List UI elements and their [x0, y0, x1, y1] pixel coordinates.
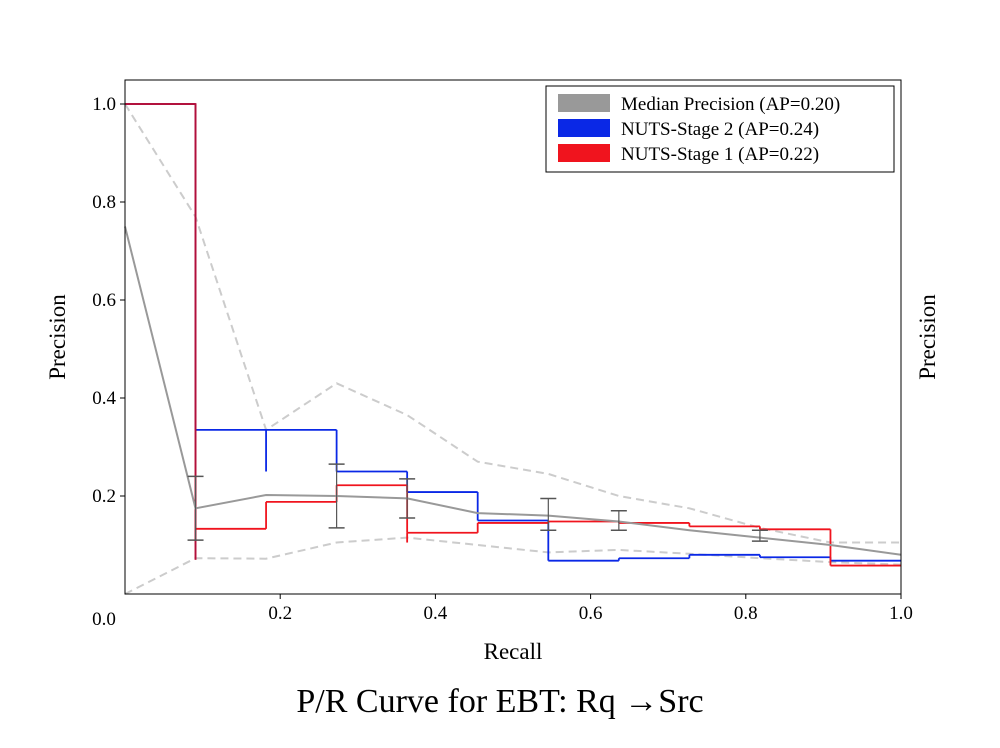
- band-lower-line: [124, 536, 902, 595]
- legend: Median Precision (AP=0.20) NUTS-Stage 2 (…: [545, 85, 895, 173]
- legend-swatch: [558, 94, 610, 112]
- origin-tick-label: 0.0: [92, 609, 116, 630]
- axis-ticks: 0.2 0.4 0.6 0.8 1.0 0.2 0.4 0.6 0.8 1.0: [92, 94, 913, 624]
- y-tick-label: 0.2: [92, 486, 116, 507]
- y-tick-label: 0.6: [92, 290, 116, 311]
- legend-swatch: [558, 119, 610, 137]
- x-tick-label: 0.2: [268, 603, 292, 624]
- error-bar: [328, 463, 345, 529]
- x-tick-label: 0.8: [734, 603, 758, 624]
- chart-title: P/R Curve for EBT: Rq →Src: [296, 683, 704, 720]
- pr-curve-chart: 0.2 0.4 0.6 0.8 1.0 0.2 0.4 0.6 0.8 1.0 0.0 Recal…: [45, 79, 940, 664]
- x-axis-label: Recall: [484, 639, 543, 664]
- x-tick-label: 1.0: [889, 603, 913, 624]
- y-axis-label-right: Precision: [915, 294, 940, 380]
- y-axis-label: Precision: [45, 294, 70, 380]
- error-bar: [540, 497, 557, 532]
- median-line: [124, 226, 902, 556]
- error-bar: [399, 478, 416, 519]
- x-tick-label: 0.6: [579, 603, 603, 624]
- legend-swatch: [558, 144, 610, 162]
- band-upper-line: [124, 103, 901, 544]
- legend-label: NUTS-Stage 2 (AP=0.24): [621, 119, 819, 140]
- legend-label: Median Precision (AP=0.20): [621, 94, 840, 115]
- series-2: [125, 103, 901, 567]
- y-tick-label: 0.8: [92, 192, 116, 213]
- error-bar: [751, 529, 768, 542]
- error-bar: [610, 509, 627, 532]
- error-bar: [187, 475, 204, 541]
- y-tick-label: 1.0: [92, 94, 116, 115]
- legend-label: NUTS-Stage 1 (AP=0.22): [621, 144, 819, 165]
- axes-frame: [124, 79, 902, 595]
- y-tick-label: 0.4: [92, 388, 116, 409]
- x-tick-label: 0.4: [424, 603, 448, 624]
- overlap-segment: [125, 103, 197, 560]
- series-1: [125, 103, 901, 562]
- plot-area: [124, 103, 902, 595]
